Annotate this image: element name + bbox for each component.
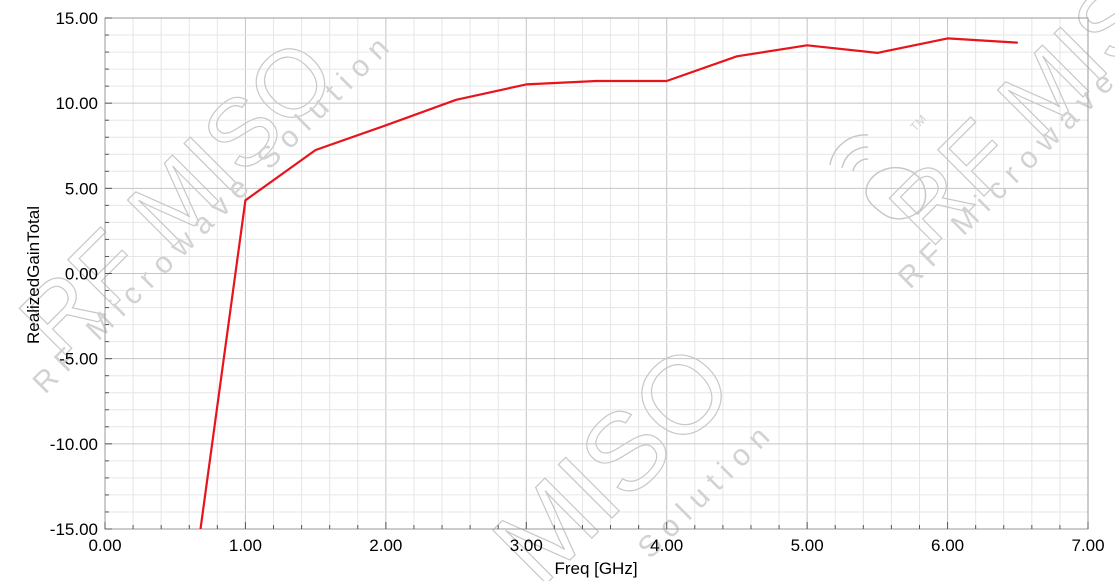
x-tick-label: 0.00 — [88, 536, 121, 555]
y-tick-label: 5.00 — [65, 179, 98, 198]
axes — [104, 17, 1089, 530]
x-tick-label: 6.00 — [931, 536, 964, 555]
y-tick-label: 10.00 — [55, 94, 98, 113]
y-tick-label: -15.00 — [50, 520, 98, 539]
x-tick-label: 3.00 — [510, 536, 543, 555]
x-tick-label: 7.00 — [1071, 536, 1104, 555]
y-tick-label: 15.00 — [55, 9, 98, 28]
y-axis-label: RealizedGainTotal — [24, 206, 43, 344]
wifi-logo-icon — [829, 134, 927, 220]
watermark-brand-right: RF MISO — [870, 0, 1115, 265]
tick-labels: 0.00 1.00 2.00 3.00 4.00 5.00 6.00 7.00 -15.00 -1… — [50, 9, 1105, 555]
series-layer — [199, 37, 1018, 530]
y-tick-label: -5.00 — [59, 350, 98, 369]
x-tick-label: 2.00 — [369, 536, 402, 555]
watermark-tagline-left: RF Microwave Solution — [27, 25, 402, 400]
watermark-tm: TM — [907, 112, 929, 134]
x-axis-label: Freq [GHz] — [554, 559, 637, 578]
x-tick-label: 1.00 — [229, 536, 262, 555]
y-tick-label: -10.00 — [50, 435, 98, 454]
x-tick-label: 4.00 — [650, 536, 683, 555]
x-tick-label: 5.00 — [791, 536, 824, 555]
grid — [104, 17, 1089, 530]
y-tick-label: 0.00 — [65, 265, 98, 284]
